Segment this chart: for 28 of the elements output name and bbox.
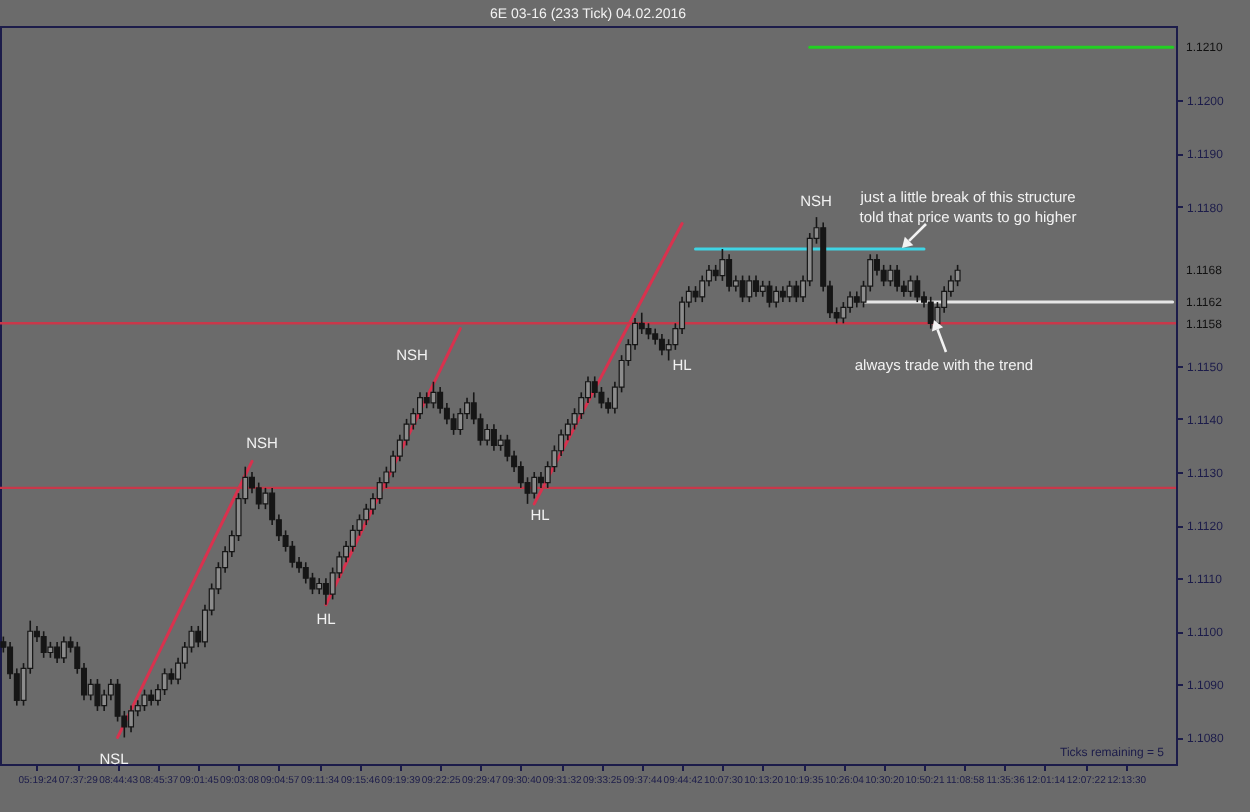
candlestick [746,274,753,303]
candlestick [658,333,665,356]
candlestick [726,253,733,293]
candlestick [490,423,497,452]
candlestick [739,274,746,303]
candlestick [907,274,914,298]
line-series [324,327,462,607]
candlestick [531,471,538,500]
candlestick [786,280,793,303]
candlestick [54,641,61,664]
candlestick [128,704,135,733]
candlestick [141,688,148,712]
candlestick [793,280,800,303]
line-series [116,459,254,739]
candlestick [914,274,921,303]
candlestick [430,380,437,410]
candlestick [753,274,759,298]
candlestick [894,264,901,293]
candlestick [60,635,67,664]
candlestick [719,248,726,282]
candlestick [887,264,894,287]
candlestick [94,678,101,712]
candlestick [927,295,934,330]
candlestick [40,630,47,659]
candlestick [766,280,773,309]
candlestick [484,423,491,447]
candlestick [773,285,780,309]
candlestick [322,577,329,606]
